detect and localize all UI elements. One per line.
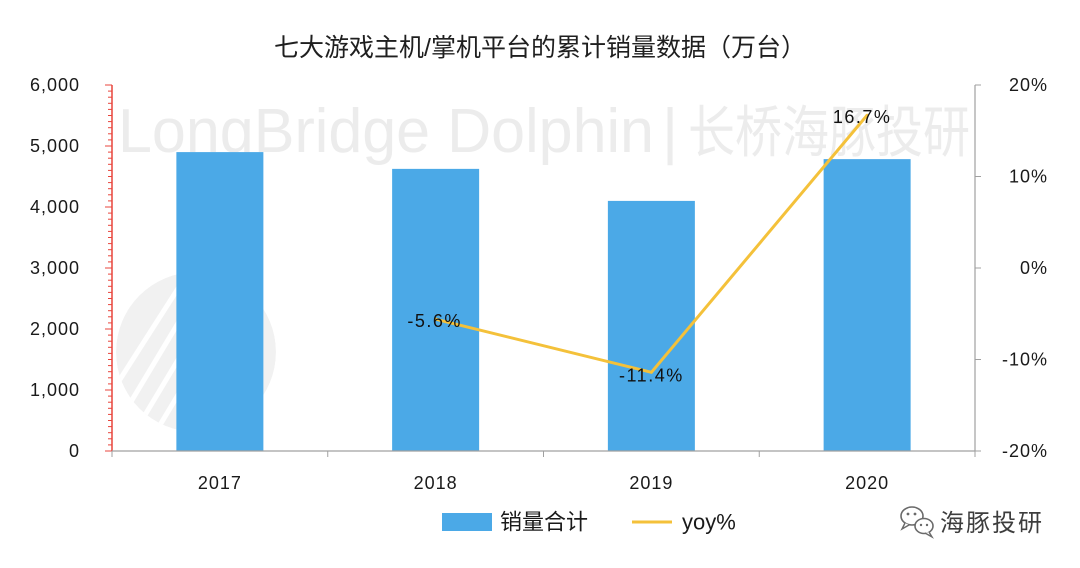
chart-title: 七大游戏主机/掌机平台的累计销量数据（万台） [274, 34, 806, 62]
x-axis-category-label: 2019 [629, 473, 673, 493]
right-axis-tick-label: 10% [1009, 167, 1048, 187]
bar-2019 [607, 200, 695, 451]
yoy-line-series [434, 113, 869, 374]
wechat-icon-eye [913, 512, 917, 516]
right-axis-tick-label: 0% [1020, 258, 1048, 278]
wechat-icon [900, 506, 934, 539]
legend-bar-swatch [442, 513, 492, 531]
yoy-point-2019 [649, 370, 653, 374]
legend-bar-label: 销量合计 [500, 510, 588, 535]
x-axis-category-label: 2017 [198, 473, 242, 493]
footer-brand: 海豚投研 [900, 506, 1044, 539]
wechat-icon-tail-small [924, 531, 934, 539]
left-axis-tick-label: 2,000 [30, 319, 80, 339]
x-axis-category-label: 2018 [414, 473, 458, 493]
yoy-point-2018 [434, 317, 438, 321]
bar-2018 [392, 168, 480, 451]
left-axis-tick-label: 0 [69, 441, 80, 461]
legend: 销量合计 yoy% [442, 510, 736, 535]
bar-2017 [176, 152, 264, 451]
x-axis-category-label: 2020 [845, 473, 889, 493]
wechat-icon-eye [925, 523, 929, 527]
bar-2020 [823, 159, 911, 452]
watermark-separator: | [662, 97, 678, 166]
data-labels: -5.6% -11.4% 16.7% [407, 107, 892, 385]
footer-brand-text: 海豚投研 [940, 510, 1044, 537]
wechat-icon-bubble-small [914, 517, 934, 535]
right-axis-tick-label: 20% [1009, 75, 1048, 95]
left-axis-tick-label: 3,000 [30, 258, 80, 278]
left-axis-tick-label: 6,000 [30, 75, 80, 95]
yoy-data-label-2019: -11.4% [619, 365, 684, 385]
left-axis-tick-label: 4,000 [30, 197, 80, 217]
yoy-point-2020 [865, 113, 869, 117]
yoy-data-label-2018: -5.6% [407, 311, 462, 331]
wechat-icon-eye [919, 523, 923, 527]
wechat-icon-eye [906, 512, 910, 516]
bar-series [176, 152, 911, 452]
right-axis-tick-label: -20% [1002, 441, 1048, 461]
wechat-icon-tail-large [900, 522, 910, 531]
axes: 0 1,000 2,000 3,000 4,000 5,000 6,000 -20% -10% 0… [30, 75, 1048, 493]
watermark-cn-text: 长桥海豚投研 [688, 101, 970, 164]
right-axis-tick-label: -10% [1002, 350, 1048, 370]
left-axis-tick-label: 1,000 [30, 380, 80, 400]
legend-line-label: yoy% [682, 510, 736, 535]
left-axis-tick-label: 5,000 [30, 136, 80, 156]
yoy-data-label-2020: 16.7% [833, 107, 892, 127]
